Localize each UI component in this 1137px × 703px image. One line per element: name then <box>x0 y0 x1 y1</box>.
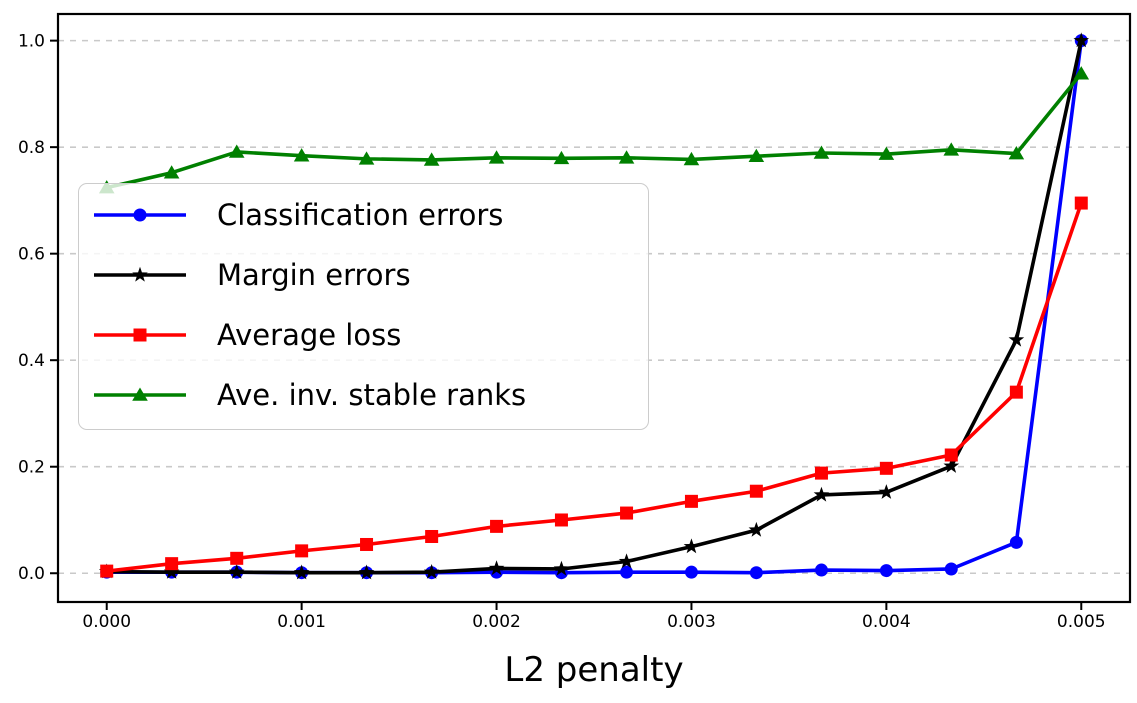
series-marker-margin-errors <box>748 521 765 537</box>
series-marker-classification-errors <box>749 566 763 580</box>
series-marker-margin-errors <box>488 560 505 576</box>
series-marker-ave-inv-stable-ranks <box>553 150 570 165</box>
series-marker-average-loss <box>360 537 374 551</box>
series-marker-margin-errors <box>293 564 310 580</box>
legend-marker-circle-icon <box>133 208 147 222</box>
series-marker-margin-errors <box>553 560 570 576</box>
series-marker-ave-inv-stable-ranks <box>748 148 765 163</box>
legend: Classification errors Margin errors Averag… <box>78 183 649 430</box>
series-marker-margin-errors <box>163 563 180 579</box>
series-marker-average-loss <box>684 494 698 508</box>
x-tick-label: 0.002 <box>472 612 521 632</box>
y-tick-label: 0.0 <box>18 564 45 584</box>
legend-item: Average loss <box>79 305 648 365</box>
legend-marker-star-icon <box>132 266 148 282</box>
series-marker-margin-errors <box>1008 331 1025 347</box>
series-marker-ave-inv-stable-ranks <box>358 151 375 165</box>
series-marker-average-loss <box>1009 385 1023 399</box>
legend-marker-triangle-icon <box>132 387 148 401</box>
x-axis-label: L2 penalty <box>504 650 683 690</box>
legend-marker-square-icon <box>133 328 147 342</box>
series-marker-ave-inv-stable-ranks <box>293 148 310 162</box>
x-tick-label: 0.004 <box>862 612 911 632</box>
series-marker-classification-errors <box>814 563 828 577</box>
series-marker-margin-errors <box>683 538 700 554</box>
series-marker-classification-errors <box>944 562 958 576</box>
series-marker-ave-inv-stable-ranks <box>878 146 895 160</box>
series-line-ave-inv-stable-ranks <box>104 71 1084 190</box>
series-marker-average-loss <box>814 466 828 480</box>
series-marker-average-loss <box>100 564 114 578</box>
series-line-margin-errors <box>104 38 1084 575</box>
legend-label: Margin errors <box>217 258 411 292</box>
legend-handle-circle-icon <box>94 208 186 222</box>
series-marker-ave-inv-stable-ranks <box>943 142 960 156</box>
x-tick-label: 0.000 <box>82 612 131 632</box>
series-marker-classification-errors <box>684 565 698 579</box>
series-marker-ave-inv-stable-ranks <box>1008 146 1025 160</box>
series-marker-margin-errors <box>1073 32 1090 48</box>
series-marker-average-loss <box>620 506 634 520</box>
y-tick-label: 0.6 <box>18 245 45 265</box>
series-marker-ave-inv-stable-ranks <box>228 144 245 158</box>
plot-border <box>56 12 1132 604</box>
series-marker-ave-inv-stable-ranks <box>813 145 830 159</box>
series-marker-margin-errors <box>618 553 635 569</box>
y-tick-label: 0.8 <box>18 138 45 158</box>
series-marker-margin-errors <box>813 486 830 502</box>
series-marker-ave-inv-stable-ranks <box>163 165 180 179</box>
series-marker-margin-errors <box>358 564 375 580</box>
x-tick-label: 0.003 <box>667 612 716 632</box>
series-marker-margin-errors <box>423 563 440 579</box>
y-tick-label: 0.4 <box>18 351 45 371</box>
series-marker-margin-errors <box>878 484 895 499</box>
series-marker-ave-inv-stable-ranks <box>683 151 700 166</box>
series-marker-margin-errors <box>943 457 960 473</box>
series-line-average-loss <box>104 201 1084 573</box>
legend-label: Classification errors <box>217 198 504 232</box>
series-marker-ave-inv-stable-ranks <box>423 152 440 166</box>
series-marker-average-loss <box>554 513 568 527</box>
series-marker-average-loss <box>425 529 439 543</box>
series-marker-ave-inv-stable-ranks <box>1073 66 1090 80</box>
y-tick-label: 0.2 <box>18 458 45 478</box>
series-marker-average-loss <box>1074 196 1088 210</box>
legend-item: Ave. inv. stable ranks <box>79 365 648 425</box>
series-marker-ave-inv-stable-ranks <box>488 150 505 164</box>
series-marker-ave-inv-stable-ranks <box>618 150 635 164</box>
legend-handle-square-icon <box>94 328 186 342</box>
legend-item: Classification errors <box>79 185 648 245</box>
series-marker-average-loss <box>490 519 504 533</box>
legend-handle-triangle-icon <box>94 387 186 401</box>
legend-label: Average loss <box>217 318 402 352</box>
series-marker-average-loss <box>944 448 958 462</box>
series-marker-average-loss <box>295 544 309 558</box>
series-marker-classification-errors <box>1009 535 1023 549</box>
legend-item: Margin errors <box>79 245 648 305</box>
series-marker-average-loss <box>749 484 763 498</box>
series-marker-average-loss <box>165 557 179 571</box>
series-marker-classification-errors <box>879 564 893 578</box>
y-tick-label: 1.0 <box>18 32 45 52</box>
series-marker-average-loss <box>230 551 244 565</box>
series-marker-margin-errors <box>228 563 245 579</box>
x-tick-label: 0.001 <box>277 612 326 632</box>
x-tick-label: 0.005 <box>1057 612 1106 632</box>
series-marker-classification-errors <box>620 565 634 579</box>
series-marker-average-loss <box>879 461 893 475</box>
legend-label: Ave. inv. stable ranks <box>217 378 527 412</box>
legend-handle-star-icon <box>94 266 186 282</box>
